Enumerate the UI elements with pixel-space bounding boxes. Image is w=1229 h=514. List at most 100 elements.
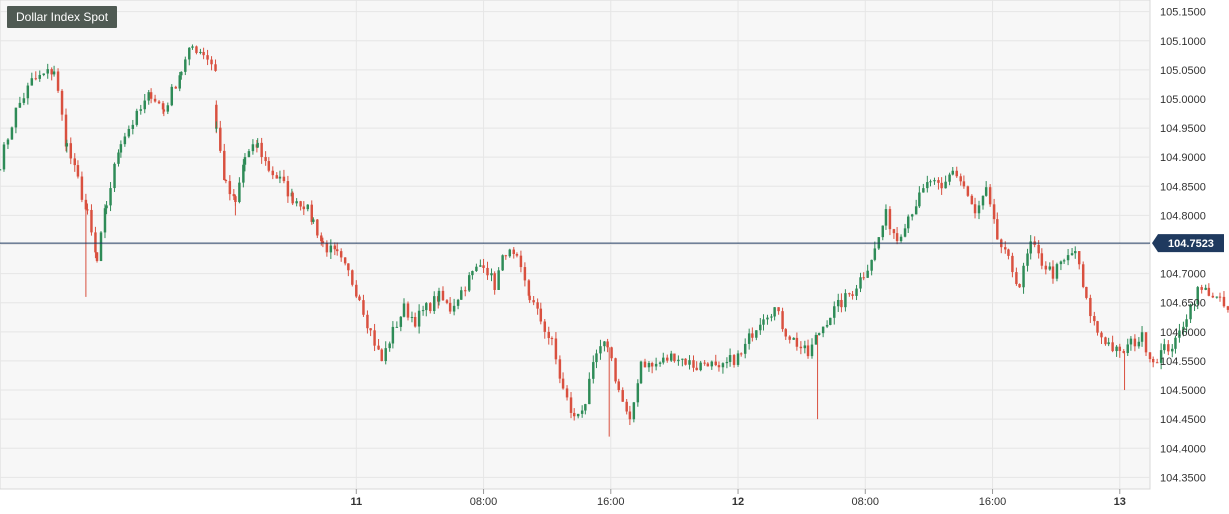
candle-body	[214, 64, 217, 71]
candle-body	[242, 164, 245, 183]
candle-body	[302, 206, 306, 210]
candle-body	[243, 157, 247, 165]
candle-body	[1085, 286, 1088, 298]
candle-body	[232, 194, 236, 197]
candle-body	[755, 330, 758, 338]
candle-body	[34, 78, 38, 80]
candle-body	[84, 199, 88, 210]
y-tick-label: 104.6500	[1160, 298, 1206, 310]
candle-body	[981, 195, 985, 206]
candle-body	[1159, 350, 1163, 363]
candle-body	[271, 170, 275, 176]
candle-body	[299, 201, 302, 207]
grid	[0, 0, 1150, 489]
candle-body	[527, 280, 531, 296]
candle-body	[895, 233, 899, 242]
candle-body	[959, 176, 962, 182]
candle-body	[773, 307, 776, 317]
candle-body	[862, 277, 865, 279]
x-tick-label: 12	[732, 496, 744, 508]
candle-body	[42, 73, 45, 75]
candle-body	[1133, 338, 1137, 347]
candle-body	[814, 334, 818, 345]
candle-body	[355, 284, 358, 297]
candle-body	[388, 343, 391, 349]
candle-body	[50, 69, 53, 75]
candle-body	[1107, 342, 1110, 345]
candle-body	[547, 331, 550, 339]
candle-body	[926, 182, 929, 189]
candle-body	[1048, 266, 1052, 270]
candle-body	[69, 143, 73, 159]
candle-body	[224, 179, 228, 182]
candle-body	[695, 367, 698, 371]
candle-body	[1189, 304, 1192, 320]
candle-body	[759, 324, 762, 331]
candle-body	[929, 181, 932, 183]
x-tick-label: 13	[1114, 496, 1126, 508]
candle-body	[316, 219, 319, 236]
candle-body	[1104, 337, 1107, 345]
candle-body	[706, 363, 710, 367]
candle-body	[944, 181, 947, 189]
candle-body	[614, 358, 617, 382]
candle-body	[460, 290, 463, 300]
candle-body	[1126, 344, 1129, 354]
candle-body	[343, 257, 347, 264]
candle-body	[86, 209, 89, 211]
candle-body	[1037, 244, 1040, 254]
candle-body	[539, 308, 543, 322]
candle-body	[113, 163, 116, 189]
candle-body	[692, 360, 695, 368]
candle-body	[1196, 287, 1199, 304]
candle-body	[1077, 251, 1081, 265]
candle-body	[215, 104, 218, 129]
candle-body	[1174, 337, 1177, 349]
candle-body	[321, 241, 325, 244]
candle-body	[1207, 287, 1211, 296]
candle-body	[310, 204, 313, 222]
candle-body	[903, 228, 907, 237]
candle-body	[821, 326, 825, 334]
candle-body	[90, 209, 93, 233]
candle-body	[1018, 283, 1021, 288]
y-tick-label: 104.4500	[1160, 414, 1206, 426]
candle-body	[643, 361, 647, 368]
candle-body	[467, 275, 471, 291]
candle-body	[806, 345, 810, 357]
candle-body	[770, 316, 773, 318]
candle-body	[550, 338, 554, 340]
candle-body	[0, 169, 2, 171]
candle-body	[1163, 344, 1166, 351]
candle-body	[282, 176, 286, 182]
candle-body	[725, 361, 729, 364]
candle-body	[306, 204, 310, 210]
candle-body	[992, 204, 996, 220]
candle-body	[234, 196, 237, 203]
candle-body	[717, 365, 721, 368]
candle-body	[899, 236, 903, 242]
candle-body	[174, 86, 177, 89]
candle-body	[1062, 260, 1066, 262]
candle-body	[117, 152, 120, 164]
candle-body	[52, 71, 56, 75]
candle-body	[977, 205, 981, 214]
candle-body	[1089, 297, 1092, 317]
candle-body	[377, 345, 380, 350]
candle-body	[1222, 296, 1226, 307]
candle-body	[369, 328, 372, 331]
candle-body	[1111, 342, 1114, 352]
candle-body	[777, 307, 780, 312]
candle-body	[844, 293, 847, 308]
candle-body	[762, 319, 765, 325]
candle-body	[625, 401, 628, 412]
candle-body	[603, 341, 606, 347]
candle-body	[1055, 264, 1059, 279]
candle-body	[471, 271, 474, 276]
candle-body	[650, 363, 654, 367]
candle-body	[888, 209, 892, 230]
y-tick-label: 104.5000	[1160, 385, 1206, 397]
candle-body	[1093, 316, 1096, 322]
candle-body	[859, 277, 862, 289]
